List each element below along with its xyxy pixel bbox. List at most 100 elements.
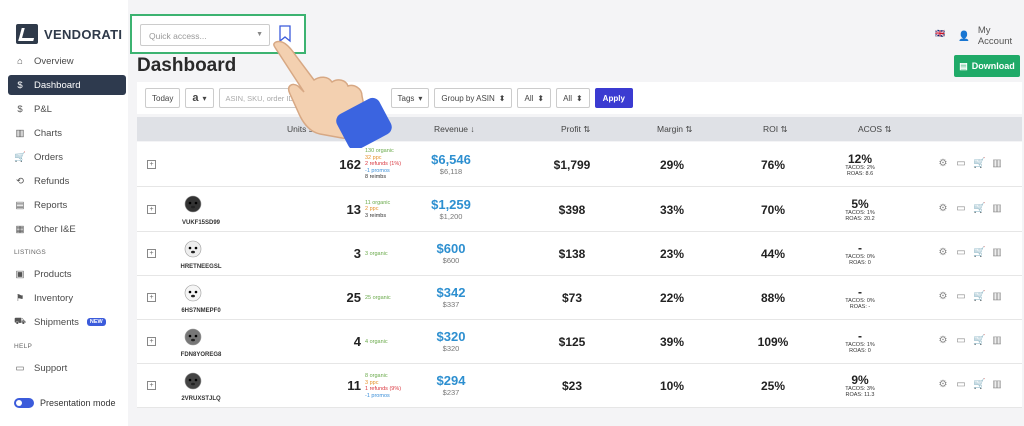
product-thumbnail[interactable] <box>181 370 205 394</box>
product-thumbnail[interactable] <box>181 282 205 306</box>
ppc-icon[interactable]: ▭ <box>956 202 966 214</box>
units-sold: 162 <box>339 156 361 172</box>
filter-all-select-1[interactable]: All ⬍ <box>517 88 552 108</box>
product-thumbnail[interactable] <box>181 326 205 350</box>
product-thumbnail[interactable] <box>181 238 205 262</box>
product-sku[interactable]: HRETNEEGSL <box>180 264 222 270</box>
table-row[interactable]: + VUKF15SD99 13 11 organic 2 ppc 3 reimbs $1,2… <box>137 187 1022 232</box>
apply-button[interactable]: Apply <box>594 88 633 108</box>
column-acos[interactable]: ACOS ⇅ <box>858 124 892 134</box>
expand-row-icon[interactable]: + <box>147 337 156 346</box>
acos-value: 5% <box>851 196 869 211</box>
settings-icon[interactable]: ⚙ <box>938 247 948 258</box>
ppc-icon[interactable]: ▭ <box>956 335 966 346</box>
sidebar-item-overview[interactable]: ⌂ Overview <box>8 51 126 71</box>
cart-icon[interactable]: 🛒 <box>973 157 986 169</box>
date-range-button[interactable]: Today <box>145 88 181 108</box>
chart-icon[interactable]: ▥ <box>992 202 1002 214</box>
group-by-label: Group by ASIN <box>441 93 495 103</box>
ppc-icon[interactable]: ▭ <box>956 157 966 169</box>
product-thumbnail[interactable] <box>181 193 205 217</box>
main-content: Quick access... ▼ 🇬🇧 👤 My Account Dashbo… <box>128 0 1024 426</box>
sidebar-item-label: P&L <box>34 103 52 115</box>
sidebar-item-inventory[interactable]: ⚑ Inventory <box>8 288 126 308</box>
units-sold: 25 <box>346 290 361 305</box>
sidebar-item-orders[interactable]: 🛒 Orders <box>8 147 126 167</box>
ppc-icon[interactable]: ▭ <box>956 379 966 390</box>
units-breakdown: 3 organic <box>365 251 388 258</box>
group-by-select[interactable]: Group by ASIN ⬍ <box>434 88 513 108</box>
product-sku[interactable]: 2VRUXSTJLQ <box>181 396 221 402</box>
table-row[interactable]: +6HS7NMEPF0 25 25 organic $342 $337 $73 22% 88%… <box>137 276 1022 320</box>
chart-icon[interactable]: ▥ <box>992 247 1002 258</box>
settings-icon[interactable]: ⚙ <box>938 379 948 390</box>
chart-icon[interactable]: ▥ <box>992 157 1002 169</box>
filter-bar: Today a ▾ ASIN, SKU, order ID Tags ▾ Group… <box>137 82 1022 114</box>
brand-logo[interactable]: VENDORATI <box>16 24 122 44</box>
product-sku[interactable]: VUKF15SD99 <box>181 220 220 226</box>
filter-all-label-2: All <box>563 93 572 103</box>
settings-icon[interactable]: ⚙ <box>938 291 948 302</box>
ppc-icon[interactable]: ▭ <box>956 247 966 258</box>
cart-icon[interactable]: 🛒 <box>973 379 986 390</box>
acos-cell: 5% TACOS: 1% ROAS: 20.2 <box>830 198 890 222</box>
settings-icon[interactable]: ⚙ <box>938 202 948 214</box>
settings-icon[interactable]: ⚙ <box>938 335 948 346</box>
sidebar-item-dashboard[interactable]: $ Dashboard <box>8 75 126 95</box>
chart-icon: ▥ <box>15 127 25 139</box>
sidebar-item-shipments[interactable]: ⛟ Shipments NEW <box>8 312 126 332</box>
sidebar-item-charts[interactable]: ▥ Charts <box>8 123 126 143</box>
product-sku[interactable]: 6HS7NMEPF0 <box>181 308 221 314</box>
expand-row-icon[interactable]: + <box>147 249 156 258</box>
expand-row-icon[interactable]: + <box>147 204 156 214</box>
sidebar-item-refunds[interactable]: ⟲ Refunds <box>8 171 126 191</box>
cart-icon[interactable]: 🛒 <box>973 202 986 214</box>
tags-select[interactable]: Tags ▾ <box>390 88 430 108</box>
language-flag-icon[interactable]: 🇬🇧 <box>935 29 945 38</box>
presentation-mode-toggle[interactable]: Presentation mode <box>14 398 116 408</box>
cart-icon[interactable]: 🛒 <box>973 247 986 258</box>
marketplace-select[interactable]: a ▾ <box>185 88 214 108</box>
margin-value: 39% <box>659 335 685 349</box>
filter-all-select-2[interactable]: All ⬍ <box>556 88 590 108</box>
expand-row-icon[interactable]: + <box>147 159 156 169</box>
breakdown-line: 11 organic <box>365 199 391 206</box>
settings-icon[interactable]: ⚙ <box>938 157 948 169</box>
revenue-subvalue: $320 <box>442 344 460 353</box>
sidebar-item-label: Refunds <box>34 175 70 187</box>
product-sku[interactable]: FDN8YOREG8 <box>180 352 222 358</box>
column-margin[interactable]: Margin ⇅ <box>657 124 693 134</box>
expand-row-icon[interactable]: + <box>147 293 156 302</box>
sidebar-item-label: Products <box>34 268 72 280</box>
chart-icon[interactable]: ▥ <box>992 291 1002 302</box>
toggle-switch-icon[interactable] <box>14 398 34 408</box>
acos-cell: - TACOS: 0% ROAS: - <box>830 286 890 310</box>
expand-row-icon[interactable]: + <box>147 381 156 390</box>
units-sold: 3 <box>353 246 361 261</box>
sidebar-item-products[interactable]: ▣ Products <box>8 264 126 284</box>
table-row[interactable]: + FDN8YOREG8 4 4 organic $320 $320 $125 39% 109%… <box>137 320 1022 364</box>
cart-icon[interactable]: 🛒 <box>973 291 986 302</box>
sidebar-item-reports[interactable]: ▤ Reports <box>8 195 126 215</box>
chart-icon[interactable]: ▥ <box>992 379 1002 390</box>
table-row[interactable]: +162 130 organic 32 ppc 2 refunds (1%) -1 pr… <box>137 142 1022 187</box>
table-row[interactable]: +2VRUXSTJLQ 11 8 organic 3 ppc 1 refunds (9%… <box>137 364 1022 408</box>
column-profit[interactable]: Profit ⇅ <box>561 124 591 134</box>
search-input[interactable]: ASIN, SKU, order ID <box>218 88 309 108</box>
download-button[interactable]: ▤ Download <box>954 55 1020 77</box>
sidebar-item-other-i-e[interactable]: ▦ Other I&E <box>8 219 126 239</box>
bookmark-icon[interactable] <box>278 25 292 43</box>
revenue-value: $1,259 <box>431 196 471 212</box>
quick-access-placeholder: Quick access... <box>149 31 207 41</box>
ppc-icon[interactable]: ▭ <box>956 291 966 302</box>
chart-icon[interactable]: ▥ <box>992 335 1002 346</box>
sidebar-item-p-l[interactable]: $ P&L <box>8 99 126 119</box>
column-revenue[interactable]: Revenue ↓ <box>434 124 475 134</box>
revenue-value: $6,546 <box>431 151 471 167</box>
my-account-link[interactable]: 👤 My Account <box>958 25 1024 47</box>
sidebar-item-support[interactable]: ▭ Support <box>8 358 126 378</box>
cart-icon[interactable]: 🛒 <box>973 335 986 346</box>
quick-access-select[interactable]: Quick access... ▼ <box>140 24 270 46</box>
column-roi[interactable]: ROI ⇅ <box>763 124 788 134</box>
table-row[interactable]: + HRETNEEGSL 3 3 organic $600 $600 $138 23% 44% -… <box>137 232 1022 276</box>
